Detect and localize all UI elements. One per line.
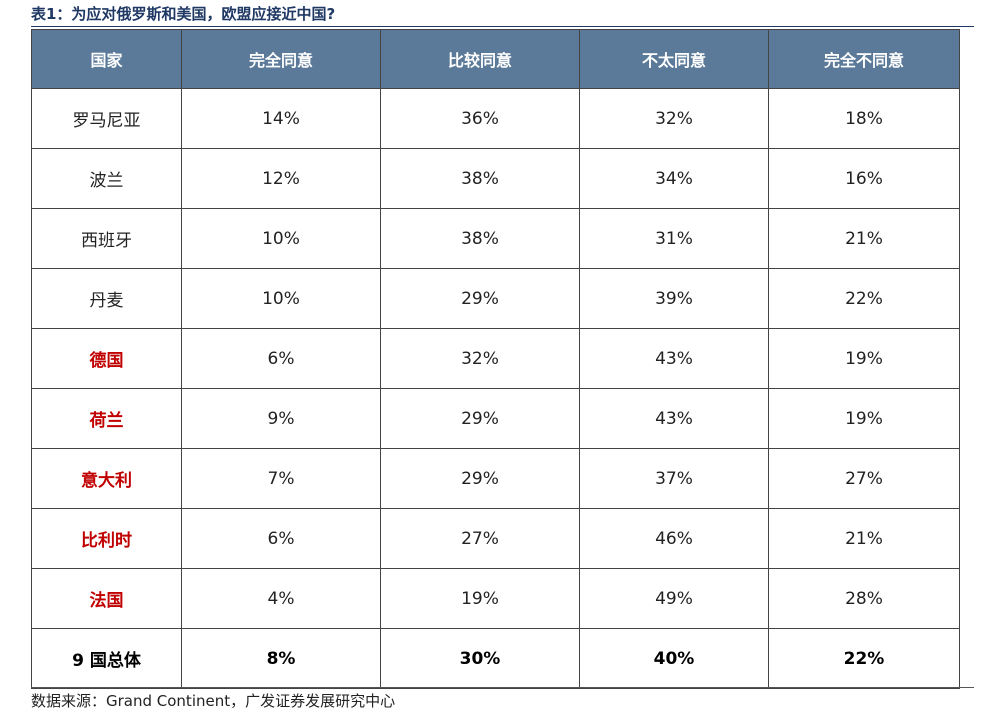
strongly-disagree-cell: 19%	[768, 388, 960, 449]
somewhat-agree-cell: 29%	[380, 268, 580, 329]
somewhat-agree-cell: 38%	[380, 208, 580, 269]
table-row: 荷兰 9% 29% 43% 19%	[31, 388, 960, 449]
country-cell: 西班牙	[31, 208, 182, 269]
somewhat-disagree-cell: 39%	[579, 268, 769, 329]
country-cell: 法国	[31, 568, 182, 629]
strongly-agree-cell: 6%	[181, 508, 381, 569]
somewhat-disagree-cell: 49%	[579, 568, 769, 629]
table-row: 波兰 12% 38% 34% 16%	[31, 148, 960, 209]
strongly-agree-cell: 10%	[181, 268, 381, 329]
total-somewhat-agree-cell: 30%	[380, 628, 580, 689]
header-strongly-agree: 完全同意	[181, 29, 381, 89]
strongly-agree-cell: 7%	[181, 448, 381, 509]
header-row: 国家 完全同意 比较同意 不太同意 完全不同意	[31, 29, 960, 89]
somewhat-disagree-cell: 43%	[579, 328, 769, 389]
table-row: 罗马尼亚 14% 36% 32% 18%	[31, 88, 960, 149]
strongly-disagree-cell: 21%	[768, 508, 960, 569]
bottom-rule	[31, 687, 974, 688]
country-cell: 意大利	[31, 448, 182, 509]
header-strongly-disagree: 完全不同意	[768, 29, 960, 89]
strongly-agree-cell: 14%	[181, 88, 381, 149]
strongly-disagree-cell: 28%	[768, 568, 960, 629]
strongly-agree-cell: 12%	[181, 148, 381, 209]
country-cell: 丹麦	[31, 268, 182, 329]
table-row: 意大利 7% 29% 37% 27%	[31, 448, 960, 509]
table-row: 西班牙 10% 38% 31% 21%	[31, 208, 960, 269]
table-row: 法国 4% 19% 49% 28%	[31, 568, 960, 629]
country-cell: 比利时	[31, 508, 182, 569]
total-strongly-disagree-cell: 22%	[768, 628, 960, 689]
somewhat-agree-cell: 32%	[380, 328, 580, 389]
country-cell: 德国	[31, 328, 182, 389]
somewhat-disagree-cell: 32%	[579, 88, 769, 149]
strongly-disagree-cell: 22%	[768, 268, 960, 329]
total-row: 9 国总体 8% 30% 40% 22%	[31, 628, 960, 689]
somewhat-agree-cell: 27%	[380, 508, 580, 569]
somewhat-disagree-cell: 46%	[579, 508, 769, 569]
total-somewhat-disagree-cell: 40%	[579, 628, 769, 689]
somewhat-disagree-cell: 31%	[579, 208, 769, 269]
total-strongly-agree-cell: 8%	[181, 628, 381, 689]
header-somewhat-agree: 比较同意	[380, 29, 580, 89]
source-note: 数据来源：Grand Continent，广发证券发展研究中心	[31, 692, 396, 710]
table-title: 表1：为应对俄罗斯和美国，欧盟应接近中国?	[31, 5, 336, 23]
strongly-disagree-cell: 19%	[768, 328, 960, 389]
survey-table: 国家 完全同意 比较同意 不太同意 完全不同意 罗马尼亚 14% 36% 32% 18%…	[31, 29, 960, 689]
somewhat-disagree-cell: 43%	[579, 388, 769, 449]
somewhat-disagree-cell: 37%	[579, 448, 769, 509]
strongly-disagree-cell: 18%	[768, 88, 960, 149]
strongly-agree-cell: 4%	[181, 568, 381, 629]
table-row: 比利时 6% 27% 46% 21%	[31, 508, 960, 569]
strongly-disagree-cell: 16%	[768, 148, 960, 209]
somewhat-agree-cell: 36%	[380, 88, 580, 149]
country-cell: 波兰	[31, 148, 182, 209]
somewhat-disagree-cell: 34%	[579, 148, 769, 209]
country-cell: 荷兰	[31, 388, 182, 449]
table-header: 国家 完全同意 比较同意 不太同意 完全不同意	[31, 29, 960, 89]
strongly-disagree-cell: 27%	[768, 448, 960, 509]
top-rule	[31, 26, 974, 27]
table-body: 罗马尼亚 14% 36% 32% 18% 波兰 12% 38% 34% 16% 西班牙 10% 38% 3…	[31, 88, 960, 689]
somewhat-agree-cell: 19%	[380, 568, 580, 629]
table-row: 德国 6% 32% 43% 19%	[31, 328, 960, 389]
strongly-disagree-cell: 21%	[768, 208, 960, 269]
total-label-cell: 9 国总体	[31, 628, 182, 689]
header-country: 国家	[31, 29, 182, 89]
header-somewhat-disagree: 不太同意	[579, 29, 769, 89]
strongly-agree-cell: 9%	[181, 388, 381, 449]
strongly-agree-cell: 6%	[181, 328, 381, 389]
table-row: 丹麦 10% 29% 39% 22%	[31, 268, 960, 329]
somewhat-agree-cell: 29%	[380, 388, 580, 449]
strongly-agree-cell: 10%	[181, 208, 381, 269]
country-cell: 罗马尼亚	[31, 88, 182, 149]
somewhat-agree-cell: 29%	[380, 448, 580, 509]
somewhat-agree-cell: 38%	[380, 148, 580, 209]
